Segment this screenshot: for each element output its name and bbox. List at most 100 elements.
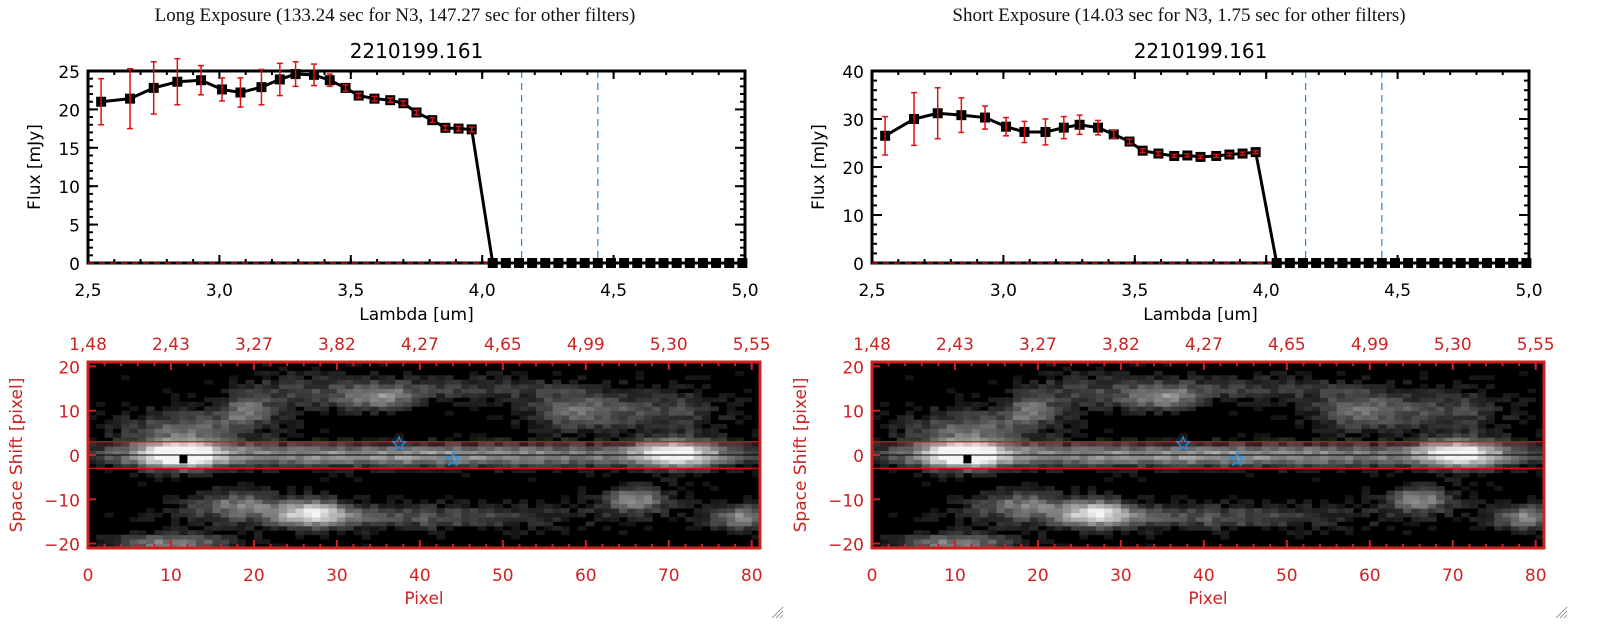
top-wavelength-label: 3,27 bbox=[1019, 335, 1057, 355]
short-exposure-charts: 2210199.161 2,5 3,0 3,5 4,0 4,5 5,0 0 10 20 30 40 La… bbox=[791, 39, 1555, 609]
data-point bbox=[513, 258, 524, 268]
x-tick-label: 5,0 bbox=[1515, 281, 1542, 301]
top-wavelength-label: 4,99 bbox=[1351, 335, 1389, 355]
x-axis-label: Lambda [um] bbox=[359, 305, 473, 325]
y-tick-label: 25 bbox=[58, 63, 80, 83]
data-point bbox=[1416, 258, 1427, 268]
data-point bbox=[697, 258, 708, 268]
x-tick-label: 60 bbox=[1359, 566, 1381, 586]
x-tick-label: 3,5 bbox=[337, 281, 364, 301]
star-marker-icon bbox=[1174, 435, 1192, 451]
x-axis-label: Lambda [um] bbox=[1143, 305, 1257, 325]
y-tick-label: −10 bbox=[828, 491, 864, 511]
spectrum-image bbox=[872, 362, 1545, 549]
x-tick-label: 20 bbox=[243, 566, 265, 586]
x-tick-label: 10 bbox=[160, 566, 182, 586]
data-point bbox=[711, 258, 722, 268]
x-tick-label: 3,5 bbox=[1121, 281, 1148, 301]
top-wavelength-label: 2,43 bbox=[152, 335, 190, 355]
data-point bbox=[553, 258, 564, 268]
top-wavelength-label: 3,82 bbox=[1102, 335, 1140, 355]
data-point bbox=[1284, 258, 1295, 268]
top-wavelength-label: 5,55 bbox=[733, 335, 771, 355]
x-tick-label: 3,0 bbox=[990, 281, 1017, 301]
y-axis-label: Space Shift [pixel] bbox=[791, 378, 811, 533]
data-point bbox=[500, 258, 511, 268]
x-tick-label: 50 bbox=[1276, 566, 1298, 586]
data-point bbox=[579, 258, 590, 268]
top-wavelength-label: 4,99 bbox=[567, 335, 605, 355]
x-tick-label: 4,0 bbox=[1253, 281, 1280, 301]
top-wavelength-label: 3,27 bbox=[235, 335, 273, 355]
y-tick-label: 0 bbox=[69, 255, 80, 275]
x-tick-label: 30 bbox=[1110, 566, 1132, 586]
x-tick-label: 80 bbox=[741, 566, 763, 586]
y-tick-label: 20 bbox=[58, 358, 80, 378]
long-exposure-panel: Long Exposure (133.24 sec for N3, 147.27… bbox=[0, 0, 790, 630]
data-point bbox=[527, 258, 538, 268]
y-tick-label: −20 bbox=[44, 536, 80, 556]
star-marker-icon bbox=[1228, 450, 1246, 467]
x-tick-label: 0 bbox=[867, 566, 878, 586]
data-point bbox=[1271, 258, 1282, 268]
top-wavelength-label: 5,55 bbox=[1517, 335, 1555, 355]
y-tick-label: 0 bbox=[853, 447, 864, 467]
flux-line bbox=[100, 72, 743, 265]
data-point bbox=[645, 258, 656, 268]
x-tick-label: 4,0 bbox=[469, 281, 496, 301]
data-point bbox=[1481, 258, 1492, 268]
star-marker-icon bbox=[444, 450, 462, 467]
y-axis-label: Flux [mJy] bbox=[25, 124, 45, 210]
resize-grip-icon[interactable] bbox=[1554, 605, 1568, 619]
x-tick-label: 40 bbox=[409, 566, 431, 586]
x-tick-label: 4,5 bbox=[600, 281, 627, 301]
top-wavelength-label: 5,30 bbox=[650, 335, 688, 355]
x-axis-label: Pixel bbox=[1188, 589, 1227, 609]
y-axis-label: Flux [mJy] bbox=[809, 124, 829, 210]
data-point bbox=[1376, 258, 1387, 268]
data-point bbox=[566, 258, 577, 268]
exposure-title: Short Exposure (14.03 sec for N3, 1.75 s… bbox=[952, 5, 1406, 26]
data-point bbox=[1442, 258, 1453, 268]
resize-grip-icon[interactable] bbox=[770, 605, 784, 619]
top-wavelength-label: 1,48 bbox=[853, 335, 891, 355]
top-wavelength-label: 4,65 bbox=[484, 335, 522, 355]
data-point bbox=[671, 258, 682, 268]
data-point bbox=[1521, 258, 1532, 268]
data-point bbox=[540, 258, 551, 268]
data-point bbox=[724, 258, 735, 268]
top-wavelength-label: 4,27 bbox=[1185, 335, 1223, 355]
x-tick-label: 40 bbox=[1193, 566, 1215, 586]
data-point bbox=[737, 258, 748, 268]
data-point bbox=[619, 258, 630, 268]
y-tick-label: 0 bbox=[69, 447, 80, 467]
y-tick-label: 10 bbox=[58, 178, 80, 198]
x-axis-label: Pixel bbox=[404, 589, 443, 609]
long-exposure-charts: 2210199.161 2,5 3,0 3,5 4,0 4,5 5,0 0 5 10 15 20 25 L… bbox=[7, 39, 771, 609]
x-tick-label: 5,0 bbox=[731, 281, 758, 301]
y-tick-label: 15 bbox=[58, 140, 80, 160]
y-tick-label: −10 bbox=[44, 491, 80, 511]
data-point bbox=[1429, 258, 1440, 268]
x-tick-label: 2,5 bbox=[858, 281, 885, 301]
top-wavelength-label: 5,30 bbox=[1434, 335, 1472, 355]
top-wavelength-label: 3,82 bbox=[318, 335, 356, 355]
data-point bbox=[1337, 258, 1348, 268]
y-tick-label: 40 bbox=[842, 63, 864, 83]
short-exposure-panel: Short Exposure (14.03 sec for N3, 1.75 s… bbox=[784, 0, 1574, 630]
star-marker-icon bbox=[390, 435, 408, 451]
data-point bbox=[684, 258, 695, 268]
data-point bbox=[1311, 258, 1322, 268]
y-tick-label: 20 bbox=[842, 159, 864, 179]
spectrum-image bbox=[88, 362, 761, 549]
peak-marker bbox=[179, 455, 188, 464]
exposure-title: Long Exposure (133.24 sec for N3, 147.27… bbox=[154, 5, 636, 26]
data-point bbox=[1495, 258, 1506, 268]
y-tick-label: 10 bbox=[58, 403, 80, 423]
y-tick-label: 10 bbox=[842, 207, 864, 227]
y-tick-label: 20 bbox=[842, 358, 864, 378]
x-tick-label: 3,0 bbox=[206, 281, 233, 301]
x-tick-label: 70 bbox=[1442, 566, 1464, 586]
top-wavelength-label: 2,43 bbox=[936, 335, 974, 355]
data-point bbox=[1363, 258, 1374, 268]
